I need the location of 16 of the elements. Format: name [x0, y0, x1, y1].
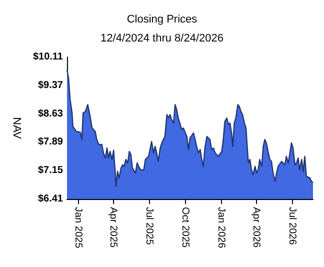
x-tick-label: Jan 2025 — [72, 207, 84, 249]
y-tick-label: $10.11 — [32, 52, 64, 62]
x-tick-label: Apr 2026 — [250, 207, 262, 248]
x-tick-label: Jan 2026 — [215, 207, 226, 249]
y-tick-label: $7.89 — [38, 136, 64, 148]
chart-subtitle: 12/4/2024 thru 8/24/2026 — [100, 32, 224, 44]
y-tick-label: $9.37 — [38, 80, 64, 91]
chart-title: Closing Prices — [126, 14, 198, 26]
y-tick-label: $7.15 — [38, 165, 64, 176]
x-tick-label: Apr 2025 — [108, 207, 119, 248]
x-tick-label: Jul 2026 — [286, 207, 298, 246]
y-axis-title: NAV — [10, 117, 23, 140]
x-tick-label: Oct 2025 — [179, 207, 190, 248]
x-tick-label: Jul 2025 — [143, 207, 154, 246]
y-tick-label: $8.63 — [38, 108, 64, 120]
y-tick-label: $6.41 — [38, 194, 64, 204]
